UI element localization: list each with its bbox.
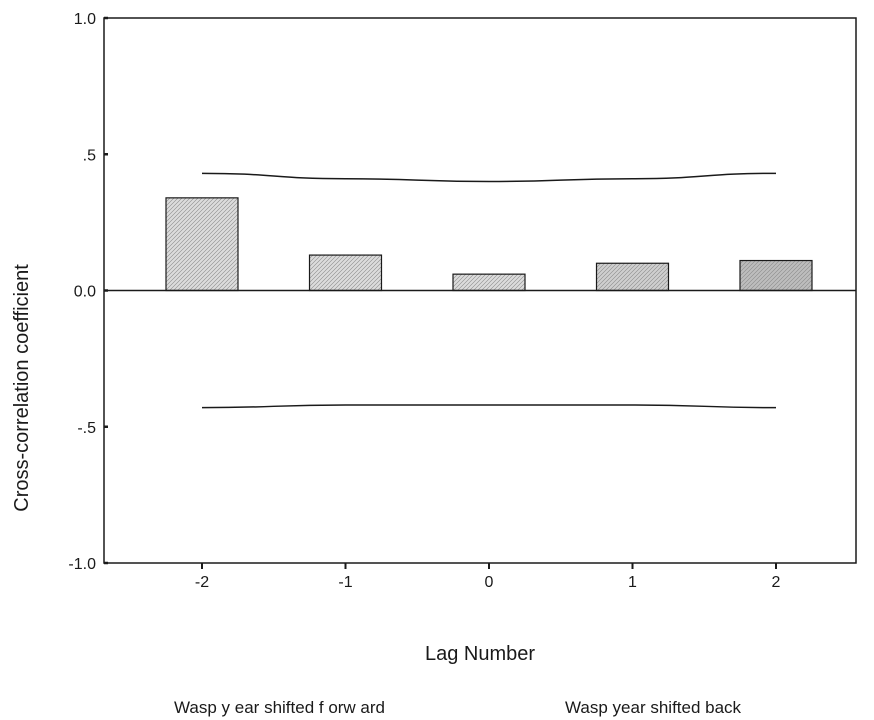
x-tick-label: 2	[772, 574, 781, 591]
y-axis-title: Cross-correlation coefficient	[11, 264, 33, 512]
y-axis: 1.0 .5 0.0 -.5 -1.0	[68, 11, 108, 573]
y-tick-label: 1.0	[74, 11, 96, 28]
x-tick-label: 1	[628, 574, 637, 591]
x-axis-title: Lag Number	[425, 643, 535, 665]
annotation-shifted-back: Wasp year shifted back	[565, 698, 742, 717]
y-tick-label: -.5	[77, 420, 96, 437]
y-tick-label: -1.0	[68, 556, 96, 573]
bar	[595, 262, 670, 292]
bar-series	[165, 197, 813, 292]
x-tick-label: 0	[485, 574, 494, 591]
upper-confidence-limit	[201, 172, 777, 183]
x-axis: -2 -1 0 1 2	[195, 563, 781, 591]
lower-confidence-limit	[201, 404, 777, 409]
x-tick-label: -2	[195, 574, 209, 591]
bar	[452, 273, 526, 292]
bar	[308, 254, 383, 292]
confidence-limits	[201, 172, 777, 409]
y-tick-label: .5	[83, 147, 96, 164]
bar	[165, 197, 239, 292]
bar	[739, 259, 813, 292]
x-tick-label: -1	[338, 574, 352, 591]
annotation-shifted-forward: Wasp y ear shifted f orw ard	[174, 698, 385, 717]
y-tick-label: 0.0	[74, 284, 96, 301]
